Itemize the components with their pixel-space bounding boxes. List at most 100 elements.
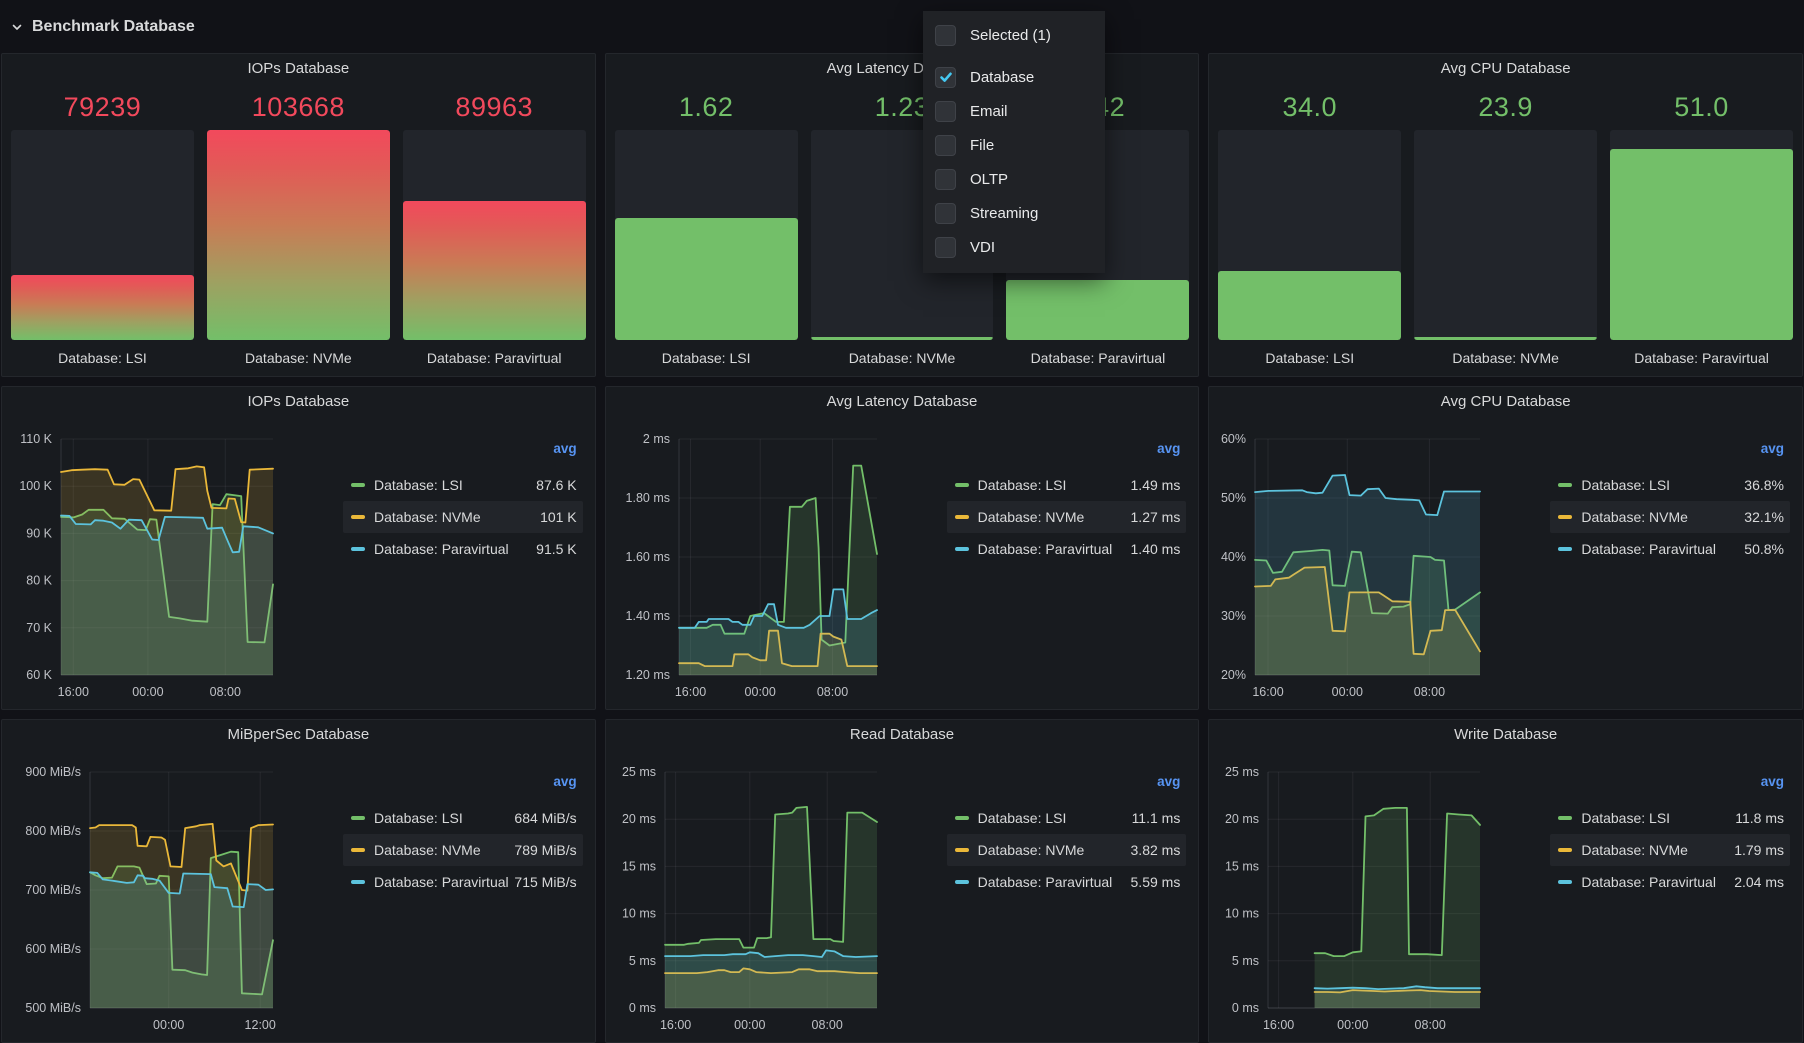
series-color-swatch xyxy=(954,848,969,852)
legend-series-label[interactable]: Database: Paravirtual xyxy=(374,874,509,890)
legend-series-label[interactable]: Database: NVMe xyxy=(374,509,481,525)
gauge-col-lsi: 1.62 Database: LSI xyxy=(614,84,798,366)
legend-row-lsi[interactable]: Database: LSI 11.8 ms xyxy=(1550,802,1790,834)
legend-series-label[interactable]: Database: LSI xyxy=(1581,477,1671,493)
legend: avg Database: LSI 1.49 ms Database: NVMe… xyxy=(946,417,1199,709)
checkbox-icon[interactable] xyxy=(935,100,956,122)
legend-row-lsi[interactable]: Database: LSI 1.49 ms xyxy=(947,469,1187,501)
legend-series-label[interactable]: Database: Paravirtual xyxy=(1581,541,1716,557)
legend: avg Database: LSI 87.6 K Database: NVMe … xyxy=(343,417,595,709)
timeseries-plot[interactable]: 25 ms 20 ms 15 ms 10 ms 5 ms 0 ms 16:00 00:00 08… xyxy=(1209,750,1550,1042)
gauge-value: 1.62 xyxy=(678,91,734,122)
checkbox-icon[interactable] xyxy=(935,66,956,88)
svg-text:08:00: 08:00 xyxy=(811,1018,842,1032)
legend-row-paravirtual[interactable]: Database: Paravirtual 1.40 ms xyxy=(947,533,1187,565)
legend-row-paravirtual[interactable]: Database: Paravirtual 50.8% xyxy=(1550,533,1790,565)
row-collapse-icon[interactable] xyxy=(10,20,24,34)
legend-row-nvme[interactable]: Database: NVMe 101 K xyxy=(343,501,583,533)
series-color-swatch xyxy=(954,483,969,487)
legend-row-lsi[interactable]: Database: LSI 684 MiB/s xyxy=(343,802,583,834)
series-color-swatch xyxy=(351,547,365,551)
dropdown-option-file[interactable]: File xyxy=(923,128,1105,162)
dropdown-option-label: Streaming xyxy=(970,204,1039,222)
legend-row-nvme[interactable]: Database: NVMe 789 MiB/s xyxy=(343,834,583,866)
checkbox-icon[interactable] xyxy=(935,134,956,156)
panel-title[interactable]: IOPs Database xyxy=(247,60,350,77)
legend-series-label[interactable]: Database: Paravirtual xyxy=(1581,874,1716,890)
legend-row-paravirtual[interactable]: Database: Paravirtual 5.59 ms xyxy=(947,866,1187,898)
legend-series-label[interactable]: Database: LSI xyxy=(374,810,463,826)
svg-text:30%: 30% xyxy=(1221,609,1246,623)
svg-text:16:00: 16:00 xyxy=(1263,1018,1294,1032)
gauge-fill xyxy=(206,130,390,340)
panel-mibpersec-timeseries: MiBperSec Database 900 MiB/s 800 MiB/s 700… xyxy=(1,719,596,1043)
panel-title[interactable]: IOPs Database xyxy=(247,393,350,410)
gauge-label: Database: LSI xyxy=(58,350,147,366)
row-title[interactable]: Benchmark Database xyxy=(32,17,195,35)
panel-title[interactable]: MiBperSec Database xyxy=(227,726,370,743)
legend-row-paravirtual[interactable]: Database: Paravirtual 2.04 ms xyxy=(1550,866,1790,898)
panel-title[interactable]: Avg CPU Database xyxy=(1440,393,1571,410)
legend-row-nvme[interactable]: Database: NVMe 3.82 ms xyxy=(946,834,1187,866)
svg-text:1.60 ms: 1.60 ms xyxy=(625,550,669,564)
legend-series-label[interactable]: Database: Paravirtual xyxy=(977,541,1113,557)
dropdown-option-oltp[interactable]: OLTP xyxy=(923,162,1105,196)
timeseries-plot[interactable]: 2 ms 1.80 ms 1.60 ms 1.40 ms 1.20 ms 16:00 00:… xyxy=(606,417,947,709)
dropdown-selected-header[interactable]: Selected (1) xyxy=(923,18,1105,52)
legend-row-paravirtual[interactable]: Database: Paravirtual 91.5 K xyxy=(343,533,583,565)
dropdown-option-vdi[interactable]: VDI xyxy=(923,230,1105,264)
legend-row-nvme[interactable]: Database: NVMe 1.27 ms xyxy=(946,501,1187,533)
panel-title[interactable]: Read Database xyxy=(849,726,955,743)
timeseries-plot[interactable]: 900 MiB/s 800 MiB/s 700 MiB/s 600 MiB/s 500 … xyxy=(2,750,343,1042)
legend-row-lsi[interactable]: Database: LSI 87.6 K xyxy=(343,469,583,501)
legend: avg Database: LSI 36.8% Database: NVMe 3… xyxy=(1550,417,1802,709)
legend-series-label[interactable]: Database: LSI xyxy=(1581,810,1671,826)
legend-avg-header[interactable]: avg xyxy=(553,774,577,789)
timeseries-plot[interactable]: 60% 50% 40% 30% 20% 16:00 00:00 08:00 xyxy=(1209,417,1550,709)
legend-series-label[interactable]: Database: NVMe xyxy=(1581,509,1688,525)
legend-series-label[interactable]: Database: Paravirtual xyxy=(977,874,1113,890)
checkbox-icon[interactable] xyxy=(935,236,956,258)
checkbox-icon[interactable] xyxy=(935,202,956,224)
panel-title[interactable]: Write Database xyxy=(1454,726,1558,743)
legend-series-label[interactable]: Database: LSI xyxy=(977,477,1067,493)
panel-title[interactable]: Avg Latency Database xyxy=(826,60,978,77)
panel-title[interactable]: Avg Latency Database xyxy=(826,393,978,410)
timeseries-plot[interactable]: 110 K 100 K 90 K 80 K 70 K 60 K 16:00 00:00 08:0… xyxy=(2,417,343,709)
svg-text:00:00: 00:00 xyxy=(1332,685,1363,699)
legend-series-label[interactable]: Database: NVMe xyxy=(1581,842,1688,858)
legend-series-label[interactable]: Database: NVMe xyxy=(374,842,481,858)
legend-row-nvme[interactable]: Database: NVMe 32.1% xyxy=(1550,501,1790,533)
legend-row-lsi[interactable]: Database: LSI 36.8% xyxy=(1550,469,1790,501)
svg-text:16:00: 16:00 xyxy=(660,1018,691,1032)
legend-avg-header[interactable]: avg xyxy=(1760,441,1784,456)
legend-series-value: 36.8% xyxy=(1744,477,1784,493)
dropdown-option-label: OLTP xyxy=(970,170,1009,188)
legend-avg-header[interactable]: avg xyxy=(553,441,577,456)
legend-series-label[interactable]: Database: NVMe xyxy=(977,842,1085,858)
timeseries-plot[interactable]: 25 ms 20 ms 15 ms 10 ms 5 ms 0 ms 16:00 00:00 08… xyxy=(606,750,947,1042)
legend-row-lsi[interactable]: Database: LSI 11.1 ms xyxy=(947,802,1187,834)
legend-row-nvme[interactable]: Database: NVMe 1.79 ms xyxy=(1550,834,1790,866)
legend-avg-header[interactable]: avg xyxy=(1157,441,1181,456)
svg-text:08:00: 08:00 xyxy=(1415,1018,1446,1032)
dashboard-row-header[interactable]: Benchmark Database xyxy=(0,0,1804,53)
checkbox-icon[interactable] xyxy=(935,168,956,190)
legend-series-label[interactable]: Database: LSI xyxy=(977,810,1067,826)
checkbox-icon[interactable] xyxy=(935,24,956,46)
legend-series-value: 11.1 ms xyxy=(1131,810,1181,826)
dropdown-option-email[interactable]: Email xyxy=(923,94,1105,128)
legend-row-paravirtual[interactable]: Database: Paravirtual 715 MiB/s xyxy=(343,866,583,898)
legend-series-label[interactable]: Database: LSI xyxy=(374,477,463,493)
legend-avg-header[interactable]: avg xyxy=(1157,774,1181,789)
dropdown-divider xyxy=(923,52,1105,60)
panel-title[interactable]: Avg CPU Database xyxy=(1440,60,1571,77)
dropdown-option-streaming[interactable]: Streaming xyxy=(923,196,1105,230)
gauge-label: Database: NVMe xyxy=(245,350,352,366)
svg-text:00:00: 00:00 xyxy=(744,685,775,699)
legend-series-label[interactable]: Database: Paravirtual xyxy=(374,541,509,557)
dropdown-option-database[interactable]: Database xyxy=(923,60,1105,94)
svg-text:15 ms: 15 ms xyxy=(622,859,656,873)
legend-avg-header[interactable]: avg xyxy=(1760,774,1784,789)
legend-series-label[interactable]: Database: NVMe xyxy=(977,509,1085,525)
